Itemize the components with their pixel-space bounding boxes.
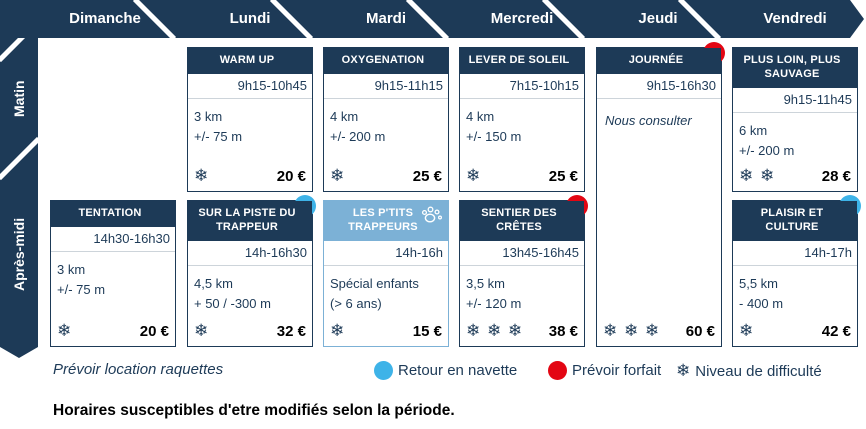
difficulty-icon: ❄ ❄ ❄	[603, 321, 661, 340]
legend-pass-label: Prévoir forfait	[572, 362, 662, 379]
card-title: TENTATION	[51, 201, 175, 227]
price: 60 €	[685, 322, 715, 340]
card-time: 9h15-11h45	[733, 88, 857, 113]
difficulty-icon: ❄ ❄ ❄	[466, 321, 524, 340]
card-journee[interactable]: JOURNÉE 9h15-16h30 Nous consulter ❄ ❄ ❄ …	[596, 42, 725, 347]
difficulty-icon: ❄	[330, 166, 346, 185]
card-details: 3,5 km +/- 120 m	[466, 275, 522, 311]
card-title: WARM UP	[188, 48, 312, 74]
legend-difficulty-label: Niveau de difficulté	[695, 362, 822, 380]
price: 20 €	[276, 167, 306, 185]
day-ribbon	[0, 0, 864, 38]
card-time: 14h30-16h30	[51, 227, 175, 252]
card-time: 14h-16h	[324, 241, 448, 266]
card-details: 4,5 km + 50 / -300 m	[194, 275, 271, 311]
row-label-morning: Matin	[11, 80, 27, 118]
forfait-marker-icon	[548, 361, 567, 380]
card-title: PLAISIR ET CULTURE	[733, 201, 857, 241]
card-details: 4 km +/- 150 m	[466, 108, 522, 144]
legend-rental-note: Prévoir location raquettes	[53, 361, 224, 378]
card-note: Nous consulter	[605, 112, 692, 128]
card-title: LES P'TITS TRAPPEURS	[324, 201, 448, 241]
snowflake-icon: ❄	[676, 361, 691, 380]
card-tentation[interactable]: TENTATION 14h30-16h30 3 km +/- 75 m ❄ 20 …	[50, 200, 176, 347]
legend-pass: Prévoir forfait	[548, 361, 661, 380]
price: 15 €	[412, 322, 442, 340]
price: 25 €	[548, 167, 578, 185]
card-details: 3 km +/- 75 m	[194, 108, 243, 144]
card-time: 14h-16h30	[188, 241, 312, 266]
navette-marker-icon	[374, 361, 393, 380]
card-time: 9h15-10h45	[188, 74, 312, 99]
difficulty-icon: ❄	[194, 321, 210, 340]
card-title: SUR LA PISTE DU TRAPPEUR	[188, 201, 312, 241]
card-title: OXYGENATION	[324, 48, 448, 74]
card-time: 13h45-16h45	[460, 241, 584, 266]
card-title: LEVER DE SOLEIL	[460, 48, 584, 74]
difficulty-icon: ❄	[194, 166, 210, 185]
price: 28 €	[821, 167, 851, 185]
card-sentier-des-cretes[interactable]: SENTIER DES CRÊTES 13h45-16h45 3,5 km +/-…	[459, 195, 588, 347]
legend-difficulty: ❄ Niveau de difficulté	[676, 361, 822, 381]
card-time: 9h15-11h15	[324, 74, 448, 99]
card-plaisir-et-culture[interactable]: PLAISIR ET CULTURE 14h-17h 5,5 km - 400 m…	[732, 195, 861, 347]
price: 32 €	[276, 322, 306, 340]
day-label-lundi: Lundi	[229, 10, 271, 27]
card-details: 5,5 km - 400 m	[739, 275, 784, 311]
card-details: 6 km +/- 200 m	[739, 122, 795, 158]
card-sur-la-piste-du-trappeur[interactable]: SUR LA PISTE DU TRAPPEUR 14h-16h30 4,5 k…	[187, 195, 316, 347]
day-label-dimanche: Dimanche	[69, 10, 141, 27]
day-label-jeudi: Jeudi	[638, 10, 678, 27]
card-oxygenation[interactable]: OXYGENATION 9h15-11h15 4 km +/- 200 m ❄ 2…	[323, 47, 449, 192]
price: 20 €	[139, 322, 169, 340]
difficulty-icon: ❄	[57, 321, 73, 340]
card-title: PLUS LOIN, PLUS SAUVAGE	[733, 48, 857, 88]
difficulty-icon: ❄	[330, 321, 346, 340]
day-label-mardi: Mardi	[365, 10, 406, 27]
price: 38 €	[548, 322, 578, 340]
card-lever-de-soleil[interactable]: LEVER DE SOLEIL 7h15-10h15 4 km +/- 150 m…	[459, 47, 585, 192]
price: 42 €	[821, 322, 851, 340]
card-title: JOURNÉE	[597, 48, 721, 74]
price: 25 €	[412, 167, 442, 185]
difficulty-icon: ❄ ❄	[739, 166, 776, 185]
card-time: 14h-17h	[733, 241, 857, 266]
difficulty-icon: ❄	[466, 166, 482, 185]
card-details: Spécial enfants (> 6 ans)	[330, 275, 419, 311]
card-time: 7h15-10h15	[460, 74, 584, 99]
card-time: 9h15-16h30	[597, 74, 721, 99]
day-label-mercredi: Mercredi	[490, 10, 554, 27]
card-title: SENTIER DES CRÊTES	[460, 201, 584, 241]
row-ribbon	[0, 0, 38, 358]
difficulty-icon: ❄	[739, 321, 755, 340]
legend-shuttle: Retour en navette	[374, 361, 517, 380]
card-plus-loin[interactable]: PLUS LOIN, PLUS SAUVAGE 9h15-11h45 6 km +…	[732, 47, 858, 192]
card-details: 3 km +/- 75 m	[57, 261, 106, 297]
footnote: Horaires susceptibles d'etre modifiés se…	[53, 402, 455, 419]
row-label-afternoon: Après-midi	[11, 217, 27, 291]
card-details: 4 km +/- 200 m	[330, 108, 386, 144]
card-warm-up[interactable]: WARM UP 9h15-10h45 3 km +/- 75 m ❄ 20 €	[187, 47, 313, 192]
day-label-vendredi: Vendredi	[763, 10, 827, 27]
legend-shuttle-label: Retour en navette	[398, 362, 518, 379]
card-les-ptits-trappeurs[interactable]: LES P'TITS TRAPPEURS 14h-16h Spécial enf…	[323, 200, 449, 347]
paw-icon	[421, 206, 443, 223]
